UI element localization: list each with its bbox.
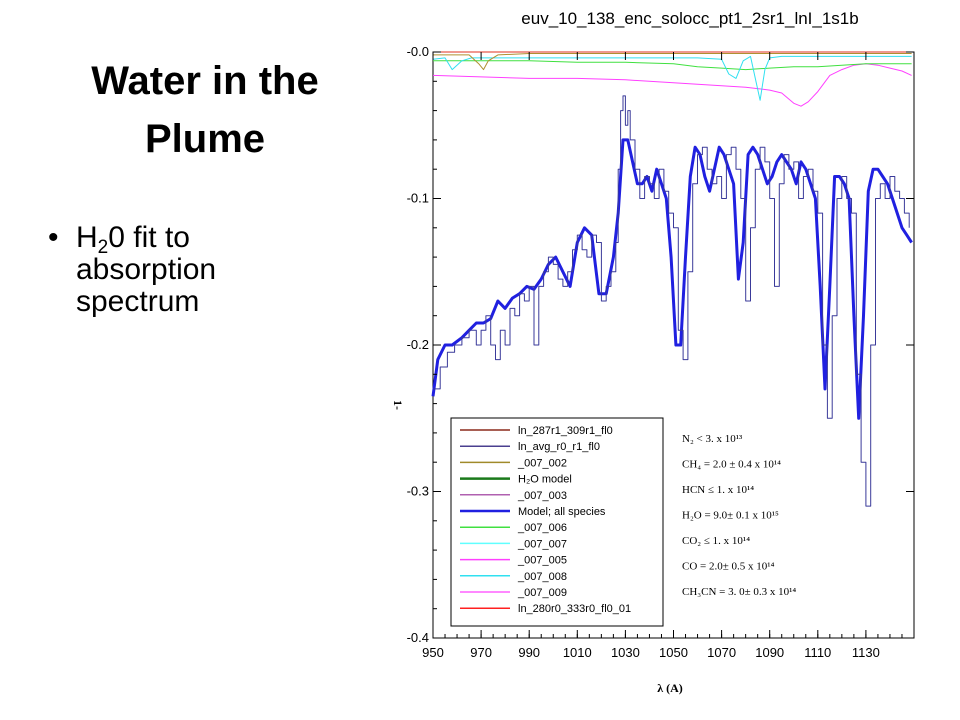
legend-label: H₂O model [518,474,572,486]
legend-label: _007_003 [517,490,567,502]
legend-label: _007_005 [517,555,567,567]
species-annotation: HCN ≤ 1. x 10¹⁴ [682,484,754,496]
y-axis: -0.0 -0.1 -0.2 -0.3 -0.4 [407,44,914,645]
species-annotation: CO = 2.0± 0.5 x 10¹⁴ [682,561,775,573]
x-tick-label: 1010 [563,645,592,660]
species-annotations: N₂ < 3. x 10¹³ CH₄ = 2.0 ± 0.4 x 10¹⁴ HCN … [682,433,796,598]
legend-label: _007_002 [517,457,567,469]
species-annotation: H₂O = 9.0± 0.1 x 10¹⁵ [682,510,779,522]
series-line-0 [431,138,913,420]
series-line-1 [433,95,910,507]
series-line-2 [432,63,912,107]
series-line-3 [433,60,912,71]
y-tick-label: -0.4 [407,630,429,645]
legend-label: ln_287r1_309r1_fl0 [518,425,613,437]
bullet-subscript: 2 [97,237,109,258]
legend-label: ln_280r0_333r0_fl0_01 [518,603,631,615]
legend-label: _007_006 [517,522,567,534]
series-layer [431,51,913,507]
slide-title-line2: Plume [144,117,266,161]
species-annotation: CH₃CN = 3. 0± 0.3 x 10¹⁴ [682,586,796,598]
y-tick-label: -0.1 [407,191,429,206]
legend-label: Model; all species [518,506,606,518]
legend-entries: ln_287r1_309r1_fl0 ln_avg_r0_r1_fl0 _007_0… [460,425,631,615]
bullet-h: H [76,221,98,254]
bullet-text: H20 fit to absorption spectrum [76,222,346,318]
species-annotation: CO₂ ≤ 1. x 10¹⁴ [682,535,750,547]
x-axis-label: λ (A) [657,681,683,695]
x-tick-label: 970 [470,645,492,660]
bullet-line1-rest: 0 fit to [108,221,190,254]
y-axis-label: 1- [391,400,405,410]
slide-title: Water in the Plume [40,52,370,168]
legend: ln_287r1_309r1_fl0 ln_avg_r0_r1_fl0 _007_0… [450,417,664,627]
x-tick-label: 1070 [707,645,736,660]
species-annotation: CH₄ = 2.0 ± 0.4 x 10¹⁴ [682,459,781,471]
x-tick-label: 1050 [659,645,688,660]
bullet-dot: • [48,221,59,254]
x-tick-label: 1110 [804,645,831,660]
slide-title-line1: Water in the [91,59,319,103]
bullet-line3: spectrum [76,285,200,318]
legend-label: _007_009 [517,587,567,599]
legend-label: _007_008 [517,571,567,583]
series-line-4 [432,55,912,101]
legend-label: ln_avg_r0_r1_fl0 [518,441,600,453]
species-annotation: N₂ < 3. x 10¹³ [682,433,743,445]
x-tick-label: 1090 [755,645,784,660]
bullet-line2: absorption [76,253,217,286]
x-tick-label: 1130 [852,645,880,660]
y-tick-label: -0.3 [407,484,429,499]
y-tick-label: -0.0 [407,44,429,59]
x-tick-label: 1030 [611,645,640,660]
x-axis: 950 970 990 1010 1030 1050 1070 1090 1110 1130 [422,52,915,660]
legend-label: _007_007 [517,538,567,550]
x-tick-label: 990 [518,645,540,660]
y-tick-label: -0.2 [407,337,429,352]
x-tick-label: 950 [422,645,444,660]
chart-title: euv_10_138_enc_solocc_pt1_2sr1_lnI_1s1b [521,9,858,28]
